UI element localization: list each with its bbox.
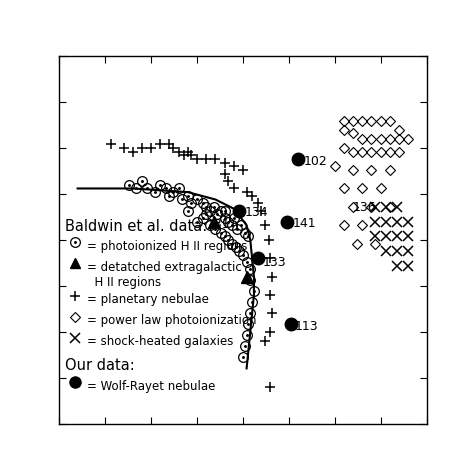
Text: 133: 133 — [263, 255, 287, 268]
Text: = Wolf-Rayet nebulae: = Wolf-Rayet nebulae — [87, 379, 215, 392]
Text: Baldwin et al. data:: Baldwin et al. data: — [65, 218, 207, 233]
Text: H II regions: H II regions — [87, 275, 161, 288]
Text: Our data:: Our data: — [65, 357, 135, 373]
Text: = power law photoionization: = power law photoionization — [87, 314, 256, 327]
Text: 134: 134 — [245, 206, 268, 218]
Text: 131: 131 — [206, 218, 230, 230]
Text: = detatched extragalactic: = detatched extragalactic — [87, 260, 242, 274]
Text: 136: 136 — [353, 201, 377, 214]
Text: 102: 102 — [303, 155, 327, 168]
Text: 141: 141 — [292, 217, 316, 229]
Text: = photoionized H II regions: = photoionized H II regions — [87, 239, 247, 252]
Text: = shock-heated galaxies: = shock-heated galaxies — [87, 335, 233, 348]
Text: 113: 113 — [294, 319, 318, 332]
Text: = planetary nebulae: = planetary nebulae — [87, 293, 209, 306]
